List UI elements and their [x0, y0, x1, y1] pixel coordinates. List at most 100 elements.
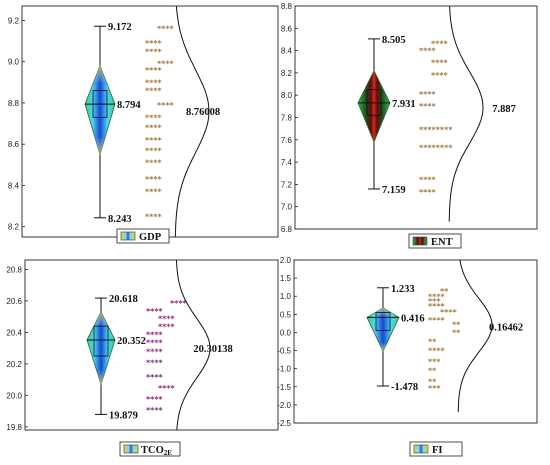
- data-point-stars: ****: [157, 101, 175, 110]
- max-value-label: 9.172: [108, 22, 132, 33]
- density-diamond-highlight: [87, 311, 115, 385]
- y-tick-label: -2.0: [277, 401, 291, 410]
- mean-value-label: 7.887: [492, 104, 516, 115]
- legend-gdp: GDP: [116, 228, 170, 244]
- data-point-stars: ****: [145, 87, 163, 96]
- data-point-stars: ****: [145, 78, 163, 87]
- y-tick-label: 0.0: [280, 328, 292, 337]
- y-tick-label: 2.0: [280, 256, 292, 265]
- data-point-stars: ***: [428, 384, 441, 393]
- max-value-label: 20.618: [109, 294, 138, 305]
- median-value-label: 0.416: [401, 313, 425, 324]
- legend-label: GDP: [139, 232, 162, 243]
- y-tick-label: 7.0: [281, 203, 293, 212]
- data-point-stars: ****: [145, 39, 163, 48]
- y-tick-label: 7.8: [281, 114, 293, 123]
- data-point-stars: ****: [146, 348, 164, 357]
- y-tick-label: 8.4: [8, 181, 20, 190]
- mean-value-label: 20.30138: [193, 344, 232, 355]
- data-point-stars: ****: [145, 188, 163, 197]
- data-point-stars: ****: [419, 176, 437, 185]
- data-point-stars: ****: [419, 90, 437, 99]
- data-point-stars: ****: [431, 71, 449, 80]
- data-point-stars: ****: [158, 384, 176, 393]
- y-tick-label: 8.0: [281, 91, 293, 100]
- data-point-stars: ****: [157, 60, 175, 69]
- data-point-stars: ****: [146, 330, 164, 339]
- y-tick-label: 20.2: [6, 360, 22, 369]
- data-point-stars: ****: [146, 406, 164, 415]
- legend-fi: FI: [409, 441, 463, 457]
- legend-swatch: [123, 444, 139, 454]
- max-value-label: 8.505: [382, 35, 406, 46]
- y-tick-label: 8.6: [8, 140, 20, 149]
- normal-curve: [175, 259, 211, 431]
- normal-curve: [174, 5, 210, 238]
- data-point-stars: ****: [428, 292, 446, 301]
- data-point-stars: ****: [431, 59, 449, 68]
- data-point-stars: **: [428, 378, 437, 387]
- plot-frame: [24, 259, 279, 431]
- y-tick-label: 20.6: [6, 297, 22, 306]
- y-tick-label: -2.5: [277, 419, 291, 428]
- data-point-stars: ****: [146, 373, 164, 382]
- y-tick-label: 7.4: [281, 158, 293, 167]
- data-point-stars: ****: [145, 66, 163, 75]
- iqr-box: [375, 312, 391, 332]
- legend-label: ENT: [431, 237, 453, 248]
- y-tick-label: 8.6: [281, 24, 293, 33]
- legend-label-sub: 2E: [164, 449, 173, 457]
- data-point-stars: ****: [146, 359, 164, 368]
- data-point-stars: ****: [428, 302, 446, 311]
- median-value-label: 20.352: [117, 336, 146, 347]
- legend-swatch: [412, 236, 428, 246]
- data-point-stars: ********: [419, 126, 453, 135]
- y-tick-label: -1.5: [277, 383, 291, 392]
- y-tick-label: 9.0: [8, 58, 20, 67]
- data-point-stars: **: [428, 338, 437, 347]
- data-point-stars: ****: [146, 338, 164, 347]
- data-point-stars: ****: [145, 136, 163, 145]
- y-tick-label: -1.0: [277, 365, 291, 374]
- density-diamond: [357, 69, 391, 144]
- panel-gdp: 8.2 8.4 8.6 8.8 9.0 9.2 9.172 8.243 8.794 8.76008…: [8, 5, 279, 244]
- data-point-stars: ****: [431, 40, 449, 49]
- y-tick-label: 8.2: [281, 69, 293, 78]
- min-value-label: 7.159: [382, 185, 406, 196]
- data-point-stars: ****: [145, 159, 163, 168]
- data-point-stars: **: [452, 329, 461, 338]
- y-tick-label: -0.5: [277, 347, 291, 356]
- min-value-label: -1.478: [391, 382, 418, 393]
- y-tick-label: 20.0: [6, 391, 22, 400]
- density-diamond-highlight: [367, 307, 399, 352]
- iqr-box: [93, 325, 109, 357]
- data-point-stars: ***: [428, 297, 441, 306]
- legend-label: FI: [432, 445, 443, 456]
- y-tick-label: 8.8: [8, 99, 20, 108]
- data-point-stars: ****: [145, 124, 163, 133]
- panel-ent: 6.8 7.0 7.2 7.4 7.6 7.8 8.0 8.2 8.4 8.6 8.8 8.505 7.…: [281, 2, 538, 249]
- data-point-stars: ****: [145, 175, 163, 184]
- data-point-stars: ********: [419, 143, 453, 152]
- y-tick-label: 0.5: [280, 310, 292, 319]
- data-point-stars: ****: [145, 47, 163, 56]
- y-tick-label: 8.4: [281, 47, 293, 56]
- data-point-stars: **: [440, 287, 449, 296]
- data-point-stars: **: [428, 367, 437, 376]
- panel-fi: -2.5 -2.0 -1.5 -1.0 -0.5 0.0 0.5 1.0 1.5 2.0 1.233…: [277, 256, 538, 457]
- y-tick-label: 1.0: [280, 292, 292, 301]
- mean-value-label: 0.16462: [489, 322, 523, 333]
- normal-curve: [457, 259, 493, 413]
- legend-ent: ENT: [408, 233, 462, 249]
- median-value-label: 7.931: [392, 99, 416, 110]
- normal-curve: [448, 5, 484, 222]
- y-tick-label: 20.4: [6, 328, 22, 337]
- plot-frame: [293, 259, 538, 424]
- data-point-stars: ****: [145, 146, 163, 155]
- mean-value-label: 8.76008: [186, 107, 220, 118]
- min-value-label: 8.243: [108, 214, 132, 225]
- data-point-stars: ****: [170, 299, 188, 308]
- data-point-stars: ****: [145, 113, 163, 122]
- y-tick-label: 6.8: [281, 225, 293, 234]
